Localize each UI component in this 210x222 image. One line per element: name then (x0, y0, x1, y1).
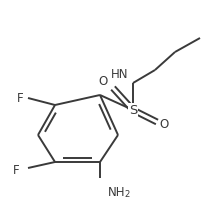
Text: F: F (13, 163, 19, 176)
Text: O: O (159, 117, 169, 131)
Text: NH: NH (108, 186, 126, 198)
Text: F: F (17, 91, 23, 105)
Text: 2: 2 (124, 190, 129, 198)
Text: HN: HN (111, 67, 129, 81)
Text: S: S (129, 103, 137, 117)
Text: O: O (98, 75, 108, 87)
